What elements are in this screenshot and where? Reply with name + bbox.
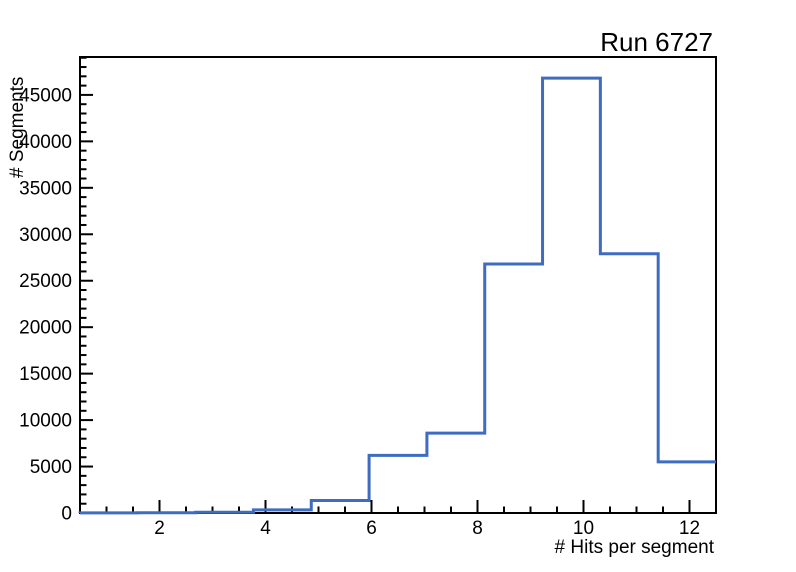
- x-tick-label: 8: [472, 518, 483, 539]
- y-tick-label: 5000: [30, 457, 72, 478]
- x-tick-label: 4: [260, 518, 271, 539]
- y-tick-label: 40000: [19, 132, 72, 153]
- y-axis-ticks: [80, 56, 93, 514]
- y-axis-title: # Segments: [7, 76, 28, 178]
- plot-frame: [79, 56, 717, 514]
- x-tick-label: 6: [366, 518, 377, 539]
- y-tick-label: 10000: [19, 411, 72, 432]
- x-axis-title: # Hits per segment: [554, 537, 714, 558]
- x-tick-label: 12: [679, 518, 700, 539]
- x-axis-ticks: [105, 500, 691, 513]
- y-tick-label: 30000: [19, 225, 72, 246]
- y-tick-label: 35000: [19, 178, 72, 199]
- y-tick-label: 0: [61, 504, 72, 525]
- y-tick-label: 20000: [19, 318, 72, 339]
- y-tick-label: 45000: [19, 85, 72, 106]
- chart-title: Run 6727: [600, 27, 713, 57]
- y-axis-tick-labels: 0 5000 10000 15000 20000 25000 30000 35000 40000…: [19, 85, 72, 524]
- x-tick-label: 2: [154, 518, 165, 539]
- histogram-line: [78, 76, 716, 515]
- x-tick-label: 10: [573, 518, 594, 539]
- x-axis-tick-labels: 2 4 6 8 10 12: [154, 518, 700, 539]
- y-tick-label: 15000: [19, 364, 72, 385]
- y-tick-label: 25000: [19, 271, 72, 292]
